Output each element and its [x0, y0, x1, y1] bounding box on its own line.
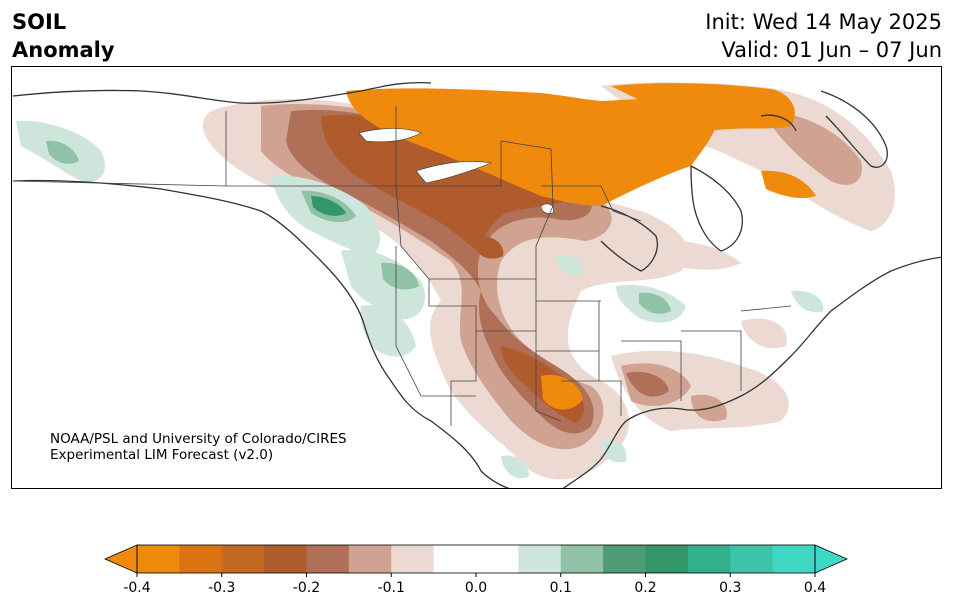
- positive-anomaly-fields: [16, 120, 824, 479]
- map-panel: NOAA/PSL and University of Colorado/CIRE…: [11, 66, 942, 489]
- colorbar-tick-label: 0.2: [634, 580, 656, 596]
- great-bear-lake: [358, 128, 422, 143]
- colorbar-tick-label: -0.1: [378, 580, 405, 596]
- colorbar-segment: [264, 545, 307, 573]
- map-title: SOIL Anomaly: [12, 8, 115, 64]
- colorbar-segment: [518, 545, 562, 573]
- colorbar-segment: [772, 545, 816, 573]
- strong-negative-anomaly-fields: [346, 83, 816, 410]
- anomaly-map: [12, 81, 941, 488]
- colorbar-segment: [221, 545, 265, 573]
- title-line-2: Anomaly: [12, 38, 115, 62]
- great-slave-lake: [415, 161, 493, 184]
- colorbar-segment: [348, 545, 392, 573]
- colorbar-tick-label: 0.4: [804, 580, 826, 596]
- colorbar-graphic: -0.4 -0.3 -0.2 -0.1 0.0 0.1 0.2 0.3 0.4: [104, 544, 848, 596]
- init-date: Init: Wed 14 May 2025: [705, 10, 942, 34]
- colorbar-tick-label: -0.3: [208, 580, 235, 596]
- valid-date: Valid: 01 Jun – 07 Jun: [721, 38, 942, 62]
- forecast-dates: Init: Wed 14 May 2025 Valid: 01 Jun – 07…: [705, 8, 942, 64]
- credit-line-1: NOAA/PSL and University of Colorado/CIRE…: [50, 431, 347, 447]
- colorbar-extend-max: [814, 544, 848, 574]
- title-line-1: SOIL: [12, 10, 67, 34]
- colorbar-segment: [476, 545, 519, 573]
- colorbar-segment: [730, 545, 774, 573]
- colorbar: -0.4 -0.3 -0.2 -0.1 0.0 0.1 0.2 0.3 0.4: [0, 540, 954, 608]
- credit-text: NOAA/PSL and University of Colorado/CIRE…: [50, 431, 347, 463]
- colorbar-segment: [433, 545, 477, 573]
- colorbar-tick-label: 0.1: [550, 580, 572, 596]
- colorbar-segment: [645, 545, 689, 573]
- colorbar-extend-min: [104, 544, 138, 574]
- colorbar-segment: [603, 545, 646, 573]
- colorbar-segment: [391, 545, 435, 573]
- colorbar-segment: [687, 545, 731, 573]
- colorbar-tick-label: 0.0: [465, 580, 487, 596]
- political-borders: [12, 106, 792, 426]
- colorbar-tick-label: 0.3: [719, 580, 741, 596]
- colorbar-tick-label: -0.4: [123, 580, 150, 596]
- colorbar-tick-label: -0.2: [293, 580, 320, 596]
- colorbar-segment: [137, 545, 180, 573]
- coastlines: [12, 81, 941, 488]
- colorbar-segment: [560, 545, 604, 573]
- credit-line-2: Experimental LIM Forecast (v2.0): [50, 447, 274, 463]
- colorbar-segment: [179, 545, 223, 573]
- colorbar-segment: [306, 545, 350, 573]
